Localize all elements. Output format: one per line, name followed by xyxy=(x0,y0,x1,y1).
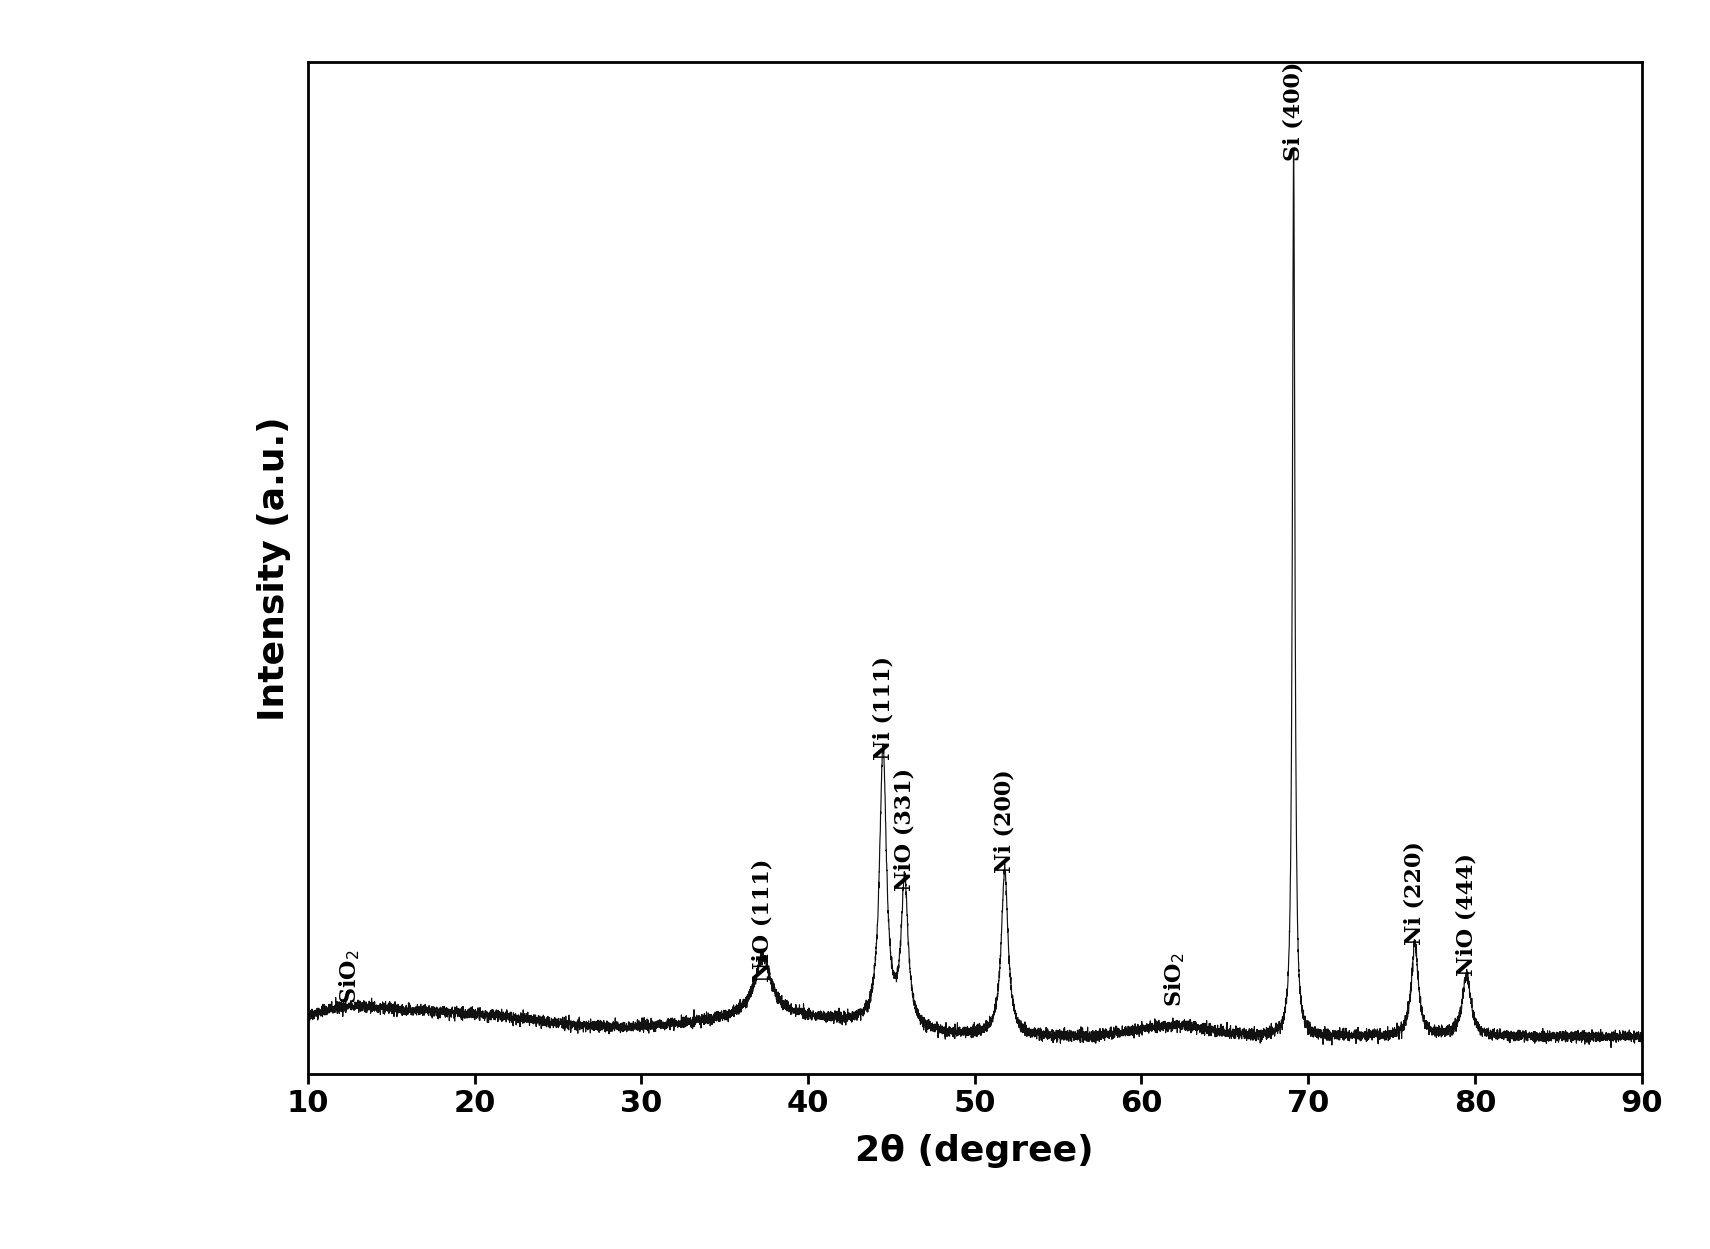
X-axis label: 2θ (degree): 2θ (degree) xyxy=(855,1134,1094,1168)
Text: SiO$_2$: SiO$_2$ xyxy=(1163,952,1187,1007)
Text: NiO (111): NiO (111) xyxy=(752,859,775,982)
Text: NiO (331): NiO (331) xyxy=(894,768,915,892)
Y-axis label: Intensity (a.u.): Intensity (a.u.) xyxy=(256,416,291,721)
Text: Ni (111): Ni (111) xyxy=(872,656,894,761)
Text: Ni (200): Ni (200) xyxy=(994,769,1016,873)
Text: Ni (220): Ni (220) xyxy=(1404,841,1426,944)
Text: NiO (444): NiO (444) xyxy=(1455,853,1477,975)
Text: Si (400): Si (400) xyxy=(1282,61,1305,161)
Text: SiO$_2$: SiO$_2$ xyxy=(337,949,363,1004)
